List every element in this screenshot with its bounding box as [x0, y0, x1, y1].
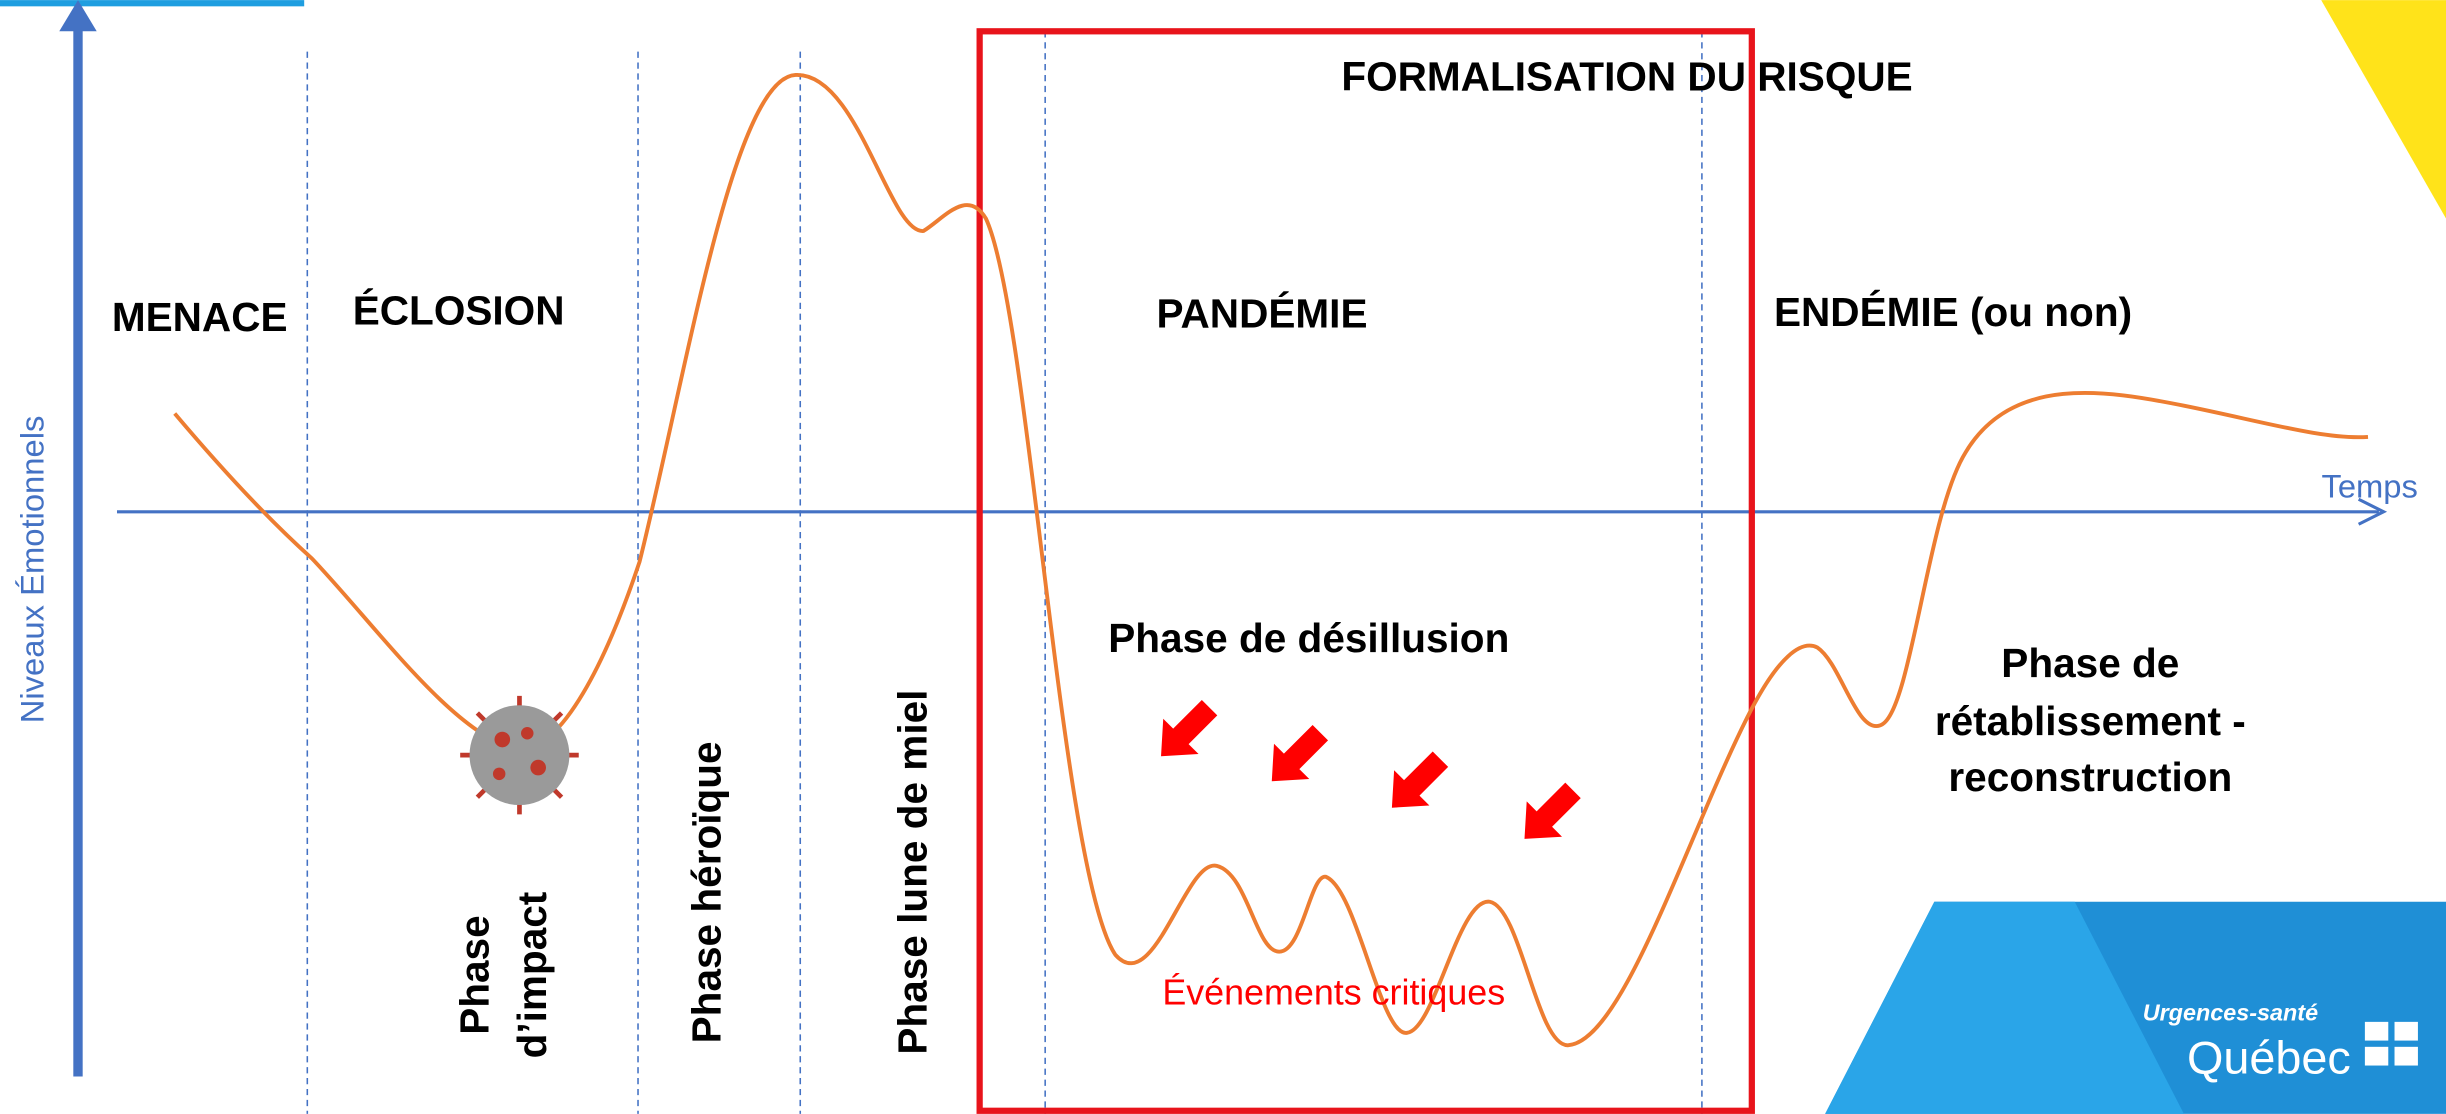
period-label: PANDÉMIE — [1156, 291, 1367, 337]
logo-line1: Urgences-santé — [2143, 999, 2318, 1025]
phase-label: d’impact — [509, 892, 555, 1059]
phase-label: Phase — [451, 915, 497, 1034]
risk-title: FORMALISATION DU RISQUE — [1341, 54, 1912, 100]
phase-label: reconstruction — [1948, 754, 2232, 800]
x-label: Temps — [2321, 468, 2417, 505]
phase-label: Phase lune de miel — [890, 690, 936, 1055]
red-arrows — [1143, 690, 1590, 857]
corner-yellow — [2321, 0, 2446, 218]
y-label: Niveaux Émotionnels — [14, 416, 51, 724]
phase-label: Phase héroïque — [684, 741, 730, 1043]
period-label: ENDÉMIE (ou non) — [1774, 289, 2132, 335]
arrow — [1143, 690, 1227, 774]
virus-icon — [460, 696, 579, 815]
emotion-curve — [175, 75, 2368, 1045]
top-bar — [0, 0, 304, 6]
period-label: MENACE — [112, 294, 288, 340]
annotation: Événements critiques — [1162, 973, 1505, 1013]
diagram: Niveaux Émotionnels Temps FORMALISATION … — [0, 0, 2446, 1114]
arrow — [1254, 715, 1338, 799]
phase-label: rétablissement - — [1935, 698, 2246, 744]
arrow — [1374, 742, 1458, 826]
phase-label: Phase de — [2001, 640, 2179, 686]
page: Niveaux Émotionnels Temps FORMALISATION … — [0, 0, 2446, 1114]
arrow — [1507, 773, 1591, 857]
logo-line2: Québec — [2187, 1031, 2351, 1083]
phase-label: Phase de désillusion — [1108, 615, 1509, 661]
period-label: ÉCLOSION — [353, 288, 565, 334]
